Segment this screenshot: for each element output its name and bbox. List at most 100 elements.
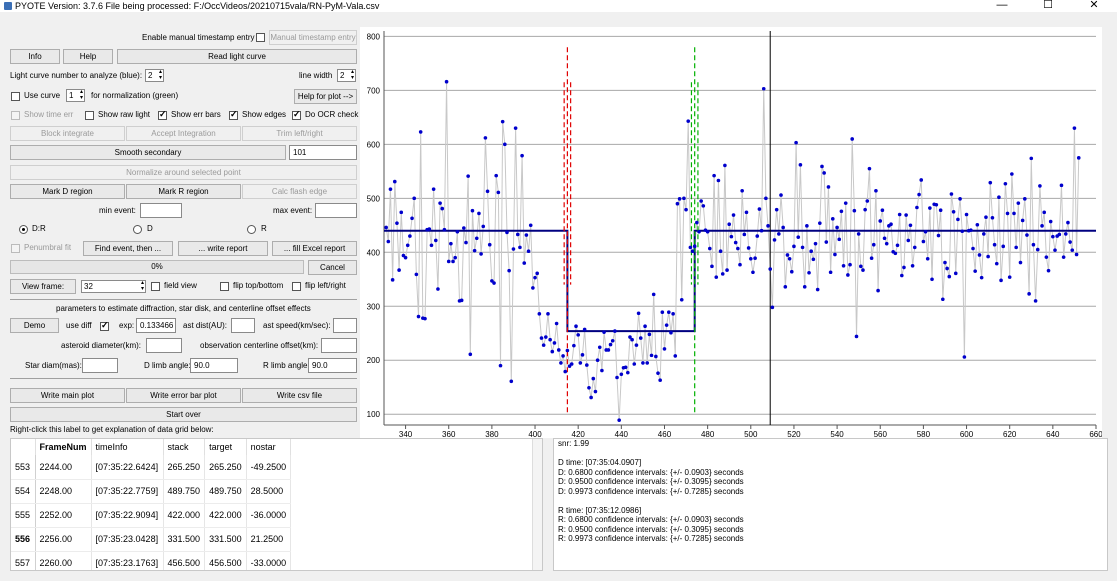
radio-dr[interactable] <box>19 225 28 234</box>
table-row[interactable]: 556 2256.00 [07:35:23.0428] 331.500 331.500 2… <box>11 527 292 552</box>
grid-help-label[interactable]: Right-click this label to get explanatio… <box>10 425 214 434</box>
grid-cell-stack[interactable]: 489.750 <box>163 479 206 504</box>
smooth-secondary-button[interactable]: Smooth secondary <box>10 145 286 160</box>
mark-r-region-button[interactable]: Mark R region <box>126 184 241 199</box>
penumbral-fit-checkbox[interactable] <box>11 244 20 253</box>
grid-cell-nostar[interactable]: -49.2500 <box>246 455 292 480</box>
manual-timestamp-button[interactable]: Manual timestamp entry <box>269 30 357 45</box>
grid-cell-target[interactable]: 331.500 <box>204 527 247 552</box>
grid-cell-time[interactable]: [07:35:22.9094] <box>91 503 164 528</box>
fill-excel-report-button[interactable]: ... fill Excel report <box>272 241 357 256</box>
grid-cell-nostar[interactable]: 28.5000 <box>246 479 292 504</box>
row-number[interactable]: 557 <box>11 551 36 570</box>
star-diam-input[interactable] <box>82 358 118 373</box>
flip-left-right-checkbox[interactable] <box>292 282 301 291</box>
r-limb-input[interactable]: 90.0 <box>308 358 357 373</box>
grid-cell-target[interactable]: 489.750 <box>204 479 247 504</box>
field-view-checkbox[interactable] <box>151 282 160 291</box>
grid-cell-time[interactable]: [07:35:23.0428] <box>91 527 164 552</box>
row-number[interactable]: 556 <box>11 527 36 552</box>
light-curve-plot[interactable]: 100 200 300 400 500 600 700 800 340 360 380 400 420 4… <box>360 27 1103 439</box>
col-header-stack[interactable]: stack <box>163 439 206 455</box>
read-light-curve-button[interactable]: Read light curve <box>117 49 357 64</box>
grid-cell-target[interactable]: 265.250 <box>204 455 247 480</box>
mark-d-region-button[interactable]: Mark D region <box>10 184 125 199</box>
table-row[interactable]: 557 2260.00 [07:35:23.1763] 456.500 456.500-… <box>11 551 292 570</box>
flip-top-bottom-checkbox[interactable] <box>220 282 229 291</box>
table-row[interactable]: 555 2252.00 [07:35:22.9094] 422.000 422.000-… <box>11 503 292 528</box>
manual-timestamp-checkbox[interactable] <box>256 33 265 42</box>
grid-cell-nostar[interactable]: -36.0000 <box>246 503 292 528</box>
write-main-plot-button[interactable]: Write main plot <box>10 388 125 403</box>
col-header-nostar[interactable]: nostar <box>246 439 292 455</box>
maximize-button[interactable]: ☐ <box>1043 0 1053 11</box>
show-raw-light-checkbox[interactable] <box>85 111 94 120</box>
radio-r[interactable] <box>247 225 256 234</box>
calc-flash-edge-button[interactable]: Calc flash edge <box>242 184 357 199</box>
grid-cell-frame[interactable]: 2252.00 <box>35 503 92 528</box>
light-curve-number-spinner[interactable]: 2 <box>145 69 164 82</box>
grid-cell-nostar[interactable]: 21.2500 <box>246 527 292 552</box>
cancel-button[interactable]: Cancel <box>308 260 357 275</box>
help-for-plot-button[interactable]: Help for plot --> <box>294 89 357 104</box>
grid-cell-frame[interactable]: 2244.00 <box>35 455 92 480</box>
row-number[interactable]: 554 <box>11 479 36 504</box>
write-error-bar-plot-button[interactable]: Write error bar plot <box>126 388 241 403</box>
grid-cell-time[interactable]: [07:35:22.6424] <box>91 455 164 480</box>
col-header-target[interactable]: target <box>204 439 247 455</box>
report-text-output[interactable]: snr: 1.99 D time: [07:35:04.0907] D: 0.68… <box>553 438 1108 571</box>
asteroid-diameter-input[interactable] <box>146 338 182 353</box>
grid-cell-time[interactable]: [07:35:23.1763] <box>91 551 164 570</box>
normalize-button[interactable]: Normalize around selected point <box>10 165 357 180</box>
radio-d[interactable] <box>133 225 142 234</box>
grid-cell-stack[interactable]: 331.500 <box>163 527 206 552</box>
grid-cell-frame[interactable]: 2248.00 <box>35 479 92 504</box>
grid-cell-frame[interactable]: 2260.00 <box>35 551 92 570</box>
ast-speed-input[interactable] <box>333 318 357 333</box>
splitter-scrollbar[interactable] <box>543 438 553 571</box>
smooth-window-input[interactable]: 101 <box>289 145 357 160</box>
grid-cell-frame[interactable]: 2256.00 <box>35 527 92 552</box>
row-number[interactable]: 553 <box>11 455 36 480</box>
find-event-button[interactable]: Find event, then ... <box>83 241 173 256</box>
minimize-button[interactable]: — <box>996 0 1008 11</box>
view-frame-button[interactable]: View frame: <box>10 279 76 294</box>
col-header-framenum[interactable]: FrameNum <box>35 439 92 455</box>
demo-button[interactable]: Demo <box>10 318 59 333</box>
grid-scrollbar[interactable] <box>532 439 542 570</box>
close-button[interactable]: ✕ <box>1089 0 1099 11</box>
block-integrate-button[interactable]: Block integrate <box>10 126 125 141</box>
help-button[interactable]: Help <box>63 49 113 64</box>
grid-cell-target[interactable]: 422.000 <box>204 503 247 528</box>
info-button[interactable]: Info <box>10 49 60 64</box>
write-csv-file-button[interactable]: Write csv file <box>242 388 357 403</box>
grid-cell-stack[interactable]: 456.500 <box>163 551 206 570</box>
max-event-input[interactable] <box>315 203 357 218</box>
ast-dist-input[interactable] <box>231 318 255 333</box>
table-row[interactable]: 554 2248.00 [07:35:22.7759] 489.750 489.750 2… <box>11 479 292 504</box>
show-edges-checkbox[interactable] <box>229 109 238 120</box>
col-header-timeinfo[interactable]: timeInfo <box>91 439 164 455</box>
view-frame-spinner[interactable]: 32 <box>81 280 146 293</box>
plot-canvas[interactable]: 100 200 300 400 500 600 700 800 340 360 380 400 420 4… <box>360 27 1103 439</box>
use-curve-checkbox[interactable] <box>11 92 20 101</box>
grid-cell-time[interactable]: [07:35:22.7759] <box>91 479 164 504</box>
write-report-button[interactable]: ... write report <box>178 241 268 256</box>
centerline-offset-input[interactable] <box>321 338 357 353</box>
grid-cell-stack[interactable]: 265.250 <box>163 455 206 480</box>
use-curve-spinner[interactable]: 1 <box>66 89 85 102</box>
min-event-input[interactable] <box>140 203 182 218</box>
table-row[interactable]: 553 2244.00 [07:35:22.6424] 265.250 265.250-… <box>11 455 292 480</box>
grid-cell-target[interactable]: 456.500 <box>204 551 247 570</box>
trim-left-right-button[interactable]: Trim left/right <box>242 126 357 141</box>
d-limb-input[interactable]: 90.0 <box>190 358 238 373</box>
show-time-err-checkbox[interactable] <box>11 111 20 120</box>
show-err-bars-checkbox[interactable] <box>158 109 167 120</box>
start-over-button[interactable]: Start over <box>10 407 357 422</box>
exp-input[interactable]: 0.133466 <box>136 318 176 333</box>
grid-cell-nostar[interactable]: -33.0000 <box>246 551 292 570</box>
line-width-spinner[interactable]: 2 <box>337 69 356 82</box>
do-ocr-check-checkbox[interactable] <box>292 109 301 120</box>
data-grid[interactable]: FrameNum timeInfo stack target nostar 55… <box>10 438 543 571</box>
row-number[interactable]: 555 <box>11 503 36 528</box>
